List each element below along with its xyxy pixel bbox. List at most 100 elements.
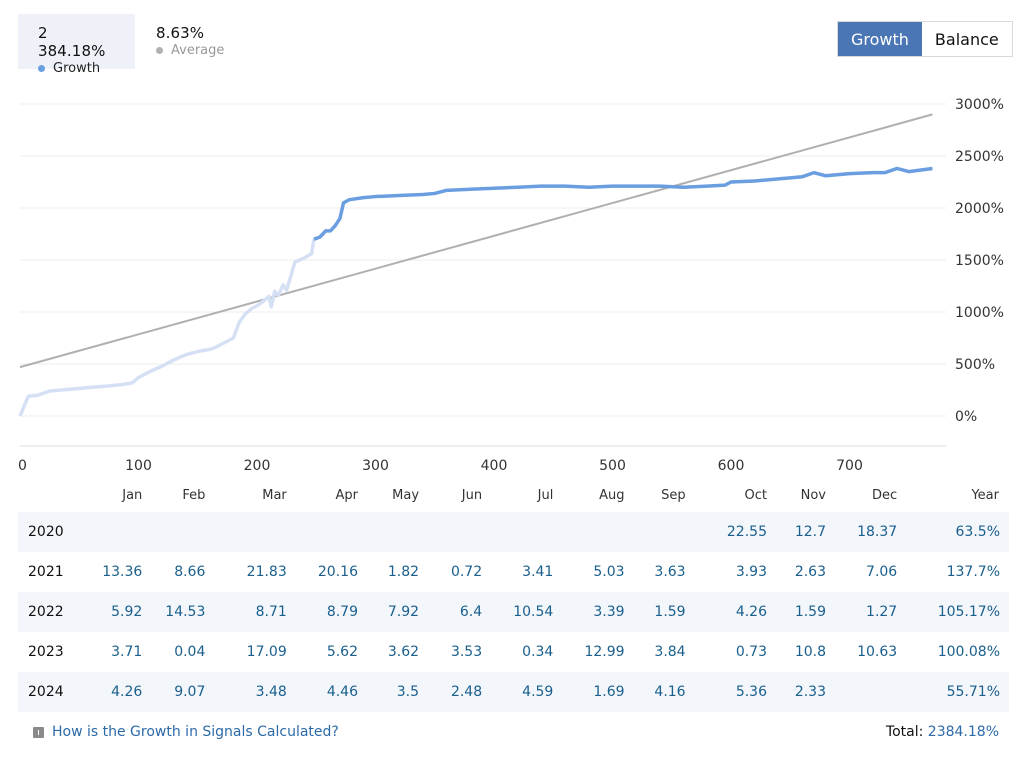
month-value-cell: 3.41: [522, 564, 554, 580]
month-value-cell: 18.37: [835, 512, 908, 552]
month-value-cell: 10.8: [794, 644, 826, 660]
x-tick-label-0: 0: [18, 458, 27, 474]
legend-growth[interactable]: 2 384.18% Growth: [18, 14, 135, 76]
month-value-cell: 3.48: [215, 672, 297, 712]
month-value-cell: 4.59: [492, 672, 564, 712]
y-tick-label-1500: 1500%: [955, 253, 1004, 269]
header-mar: Mar: [262, 487, 287, 503]
table-row: 2022 5.92 14.53 8.71 8.79 7.92 6.4 10.54 3.39 1.5…: [18, 592, 1009, 632]
growth-calculation-link[interactable]: How is the Growth in Signals Calculated?: [33, 724, 339, 740]
month-value-cell: 3.62: [387, 644, 420, 660]
table-row: 2021 13.36 8.66 21.83 20.16 1.82 0.72 3.41 5.03 3…: [18, 552, 1009, 592]
x-tick-label-200: 200: [244, 458, 271, 474]
year-cell: 2023: [28, 644, 64, 660]
x-tick-label-600: 600: [718, 458, 745, 474]
month-value-cell: [296, 512, 368, 552]
average-value: 8.63%: [156, 24, 205, 42]
header-jul: Jul: [537, 487, 554, 503]
month-value-cell: 8.66: [174, 564, 206, 580]
month-value-cell: 17.09: [246, 644, 287, 660]
month-value-cell: 4.16: [634, 672, 696, 712]
header-jun: Jun: [461, 487, 483, 503]
growth-series-line: [313, 166, 933, 241]
month-value-cell: [835, 672, 908, 712]
table-row: 2024 4.26 9.07 3.48 4.46 3.5 2.48 4.59 1.69 4.16 5…: [18, 672, 1009, 712]
year-total-cell: 63.5%: [907, 512, 1009, 552]
month-value-cell: 14.53: [152, 592, 216, 632]
month-value-cell: 5.36: [695, 672, 777, 712]
month-value-cell: 4.26: [695, 592, 777, 632]
month-value-cell: 3.63: [654, 564, 686, 580]
month-value-cell: 7.06: [866, 564, 898, 580]
year-cell: 2020: [18, 512, 90, 552]
month-value-cell: 3.5: [367, 672, 430, 712]
y-tick-label-3000: 3000%: [955, 97, 1004, 113]
header-nov: Nov: [800, 487, 826, 503]
month-value-cell: 1.69: [563, 672, 635, 712]
balance-button[interactable]: Balance: [921, 22, 1012, 56]
growth-series-line-early: [18, 238, 316, 417]
y-tick-label-500: 500%: [955, 357, 995, 373]
month-value-cell: 20.16: [317, 564, 358, 580]
x-tick-label-500: 500: [599, 458, 626, 474]
table-row: 2020 22.55 12.7 18.37 63.5%: [18, 512, 1009, 552]
growth-calculation-link-text: How is the Growth in Signals Calculated?: [52, 724, 339, 740]
y-tick-label-1000: 1000%: [955, 305, 1004, 321]
growth-chart: 0% 500% 1000% 1500% 2000% 2500% 3000% 0 100 200 30…: [18, 97, 1004, 474]
average-series-line: [19, 113, 933, 369]
y-tick-label-2500: 2500%: [955, 149, 1004, 165]
month-value-cell: 2.63: [794, 564, 826, 580]
month-value-cell: 13.36: [102, 564, 143, 580]
month-value-cell: 1.27: [835, 592, 908, 632]
month-value-cell: 0.04: [174, 644, 206, 660]
month-value-cell: 3.84: [654, 644, 686, 660]
average-label: Average: [171, 43, 225, 58]
y-tick-label-0: 0%: [955, 409, 977, 425]
month-value-cell: [634, 512, 696, 552]
growth-button[interactable]: Growth: [838, 22, 922, 56]
x-tick-label-100: 100: [125, 458, 152, 474]
month-value-cell: 9.07: [152, 672, 216, 712]
growth-value: 2 384.18%: [38, 24, 106, 60]
month-value-cell: 3.71: [111, 644, 143, 660]
month-value-cell: [563, 512, 635, 552]
month-value-cell: 3.93: [735, 564, 767, 580]
growth-label: Growth: [53, 61, 101, 76]
month-value-cell: 6.4: [429, 592, 493, 632]
month-value-cell: 5.92: [89, 592, 153, 632]
month-value-cell: 4.26: [89, 672, 153, 712]
month-value-cell: 1.59: [634, 592, 696, 632]
header-feb: Feb: [182, 487, 206, 503]
total-value: 2384.18%: [927, 724, 999, 740]
month-value-cell: 22.55: [695, 512, 777, 552]
header-jan: Jan: [122, 487, 143, 503]
month-value-cell: 0.72: [450, 564, 483, 580]
x-tick-label-300: 300: [362, 458, 389, 474]
year-total-cell: 137.7%: [946, 564, 1000, 580]
x-tick-label-400: 400: [481, 458, 508, 474]
total-label: Total:: [885, 724, 924, 740]
month-value-cell: 7.92: [367, 592, 430, 632]
month-value-cell: 3.39: [563, 592, 635, 632]
month-value-cell: 0.34: [522, 644, 554, 660]
month-value-cell: [367, 512, 430, 552]
month-value-cell: 8.79: [296, 592, 368, 632]
growth-dot-icon: [38, 65, 45, 72]
month-value-cell: 10.54: [492, 592, 564, 632]
table-row: 2023 3.71 0.04 17.09 5.62 3.62 3.53 0.34 12.99 3.…: [18, 632, 1009, 672]
month-value-cell: 10.63: [857, 644, 898, 660]
month-value-cell: [152, 512, 216, 552]
total-growth: Total: 2384.18%: [886, 724, 999, 740]
month-value-cell: 2.33: [776, 672, 836, 712]
header-sep: Sep: [661, 487, 686, 503]
x-tick-label-700: 700: [836, 458, 863, 474]
header-year-col: [18, 478, 89, 512]
header-dec: Dec: [872, 487, 898, 503]
info-icon: [33, 726, 44, 738]
month-value-cell: [492, 512, 564, 552]
month-value-cell: [215, 512, 297, 552]
month-value-cell: 4.46: [296, 672, 368, 712]
month-value-cell: 21.83: [246, 564, 287, 580]
year-total-cell: 55.71%: [907, 672, 1009, 712]
legend-average[interactable]: 8.63% Average: [136, 14, 244, 69]
